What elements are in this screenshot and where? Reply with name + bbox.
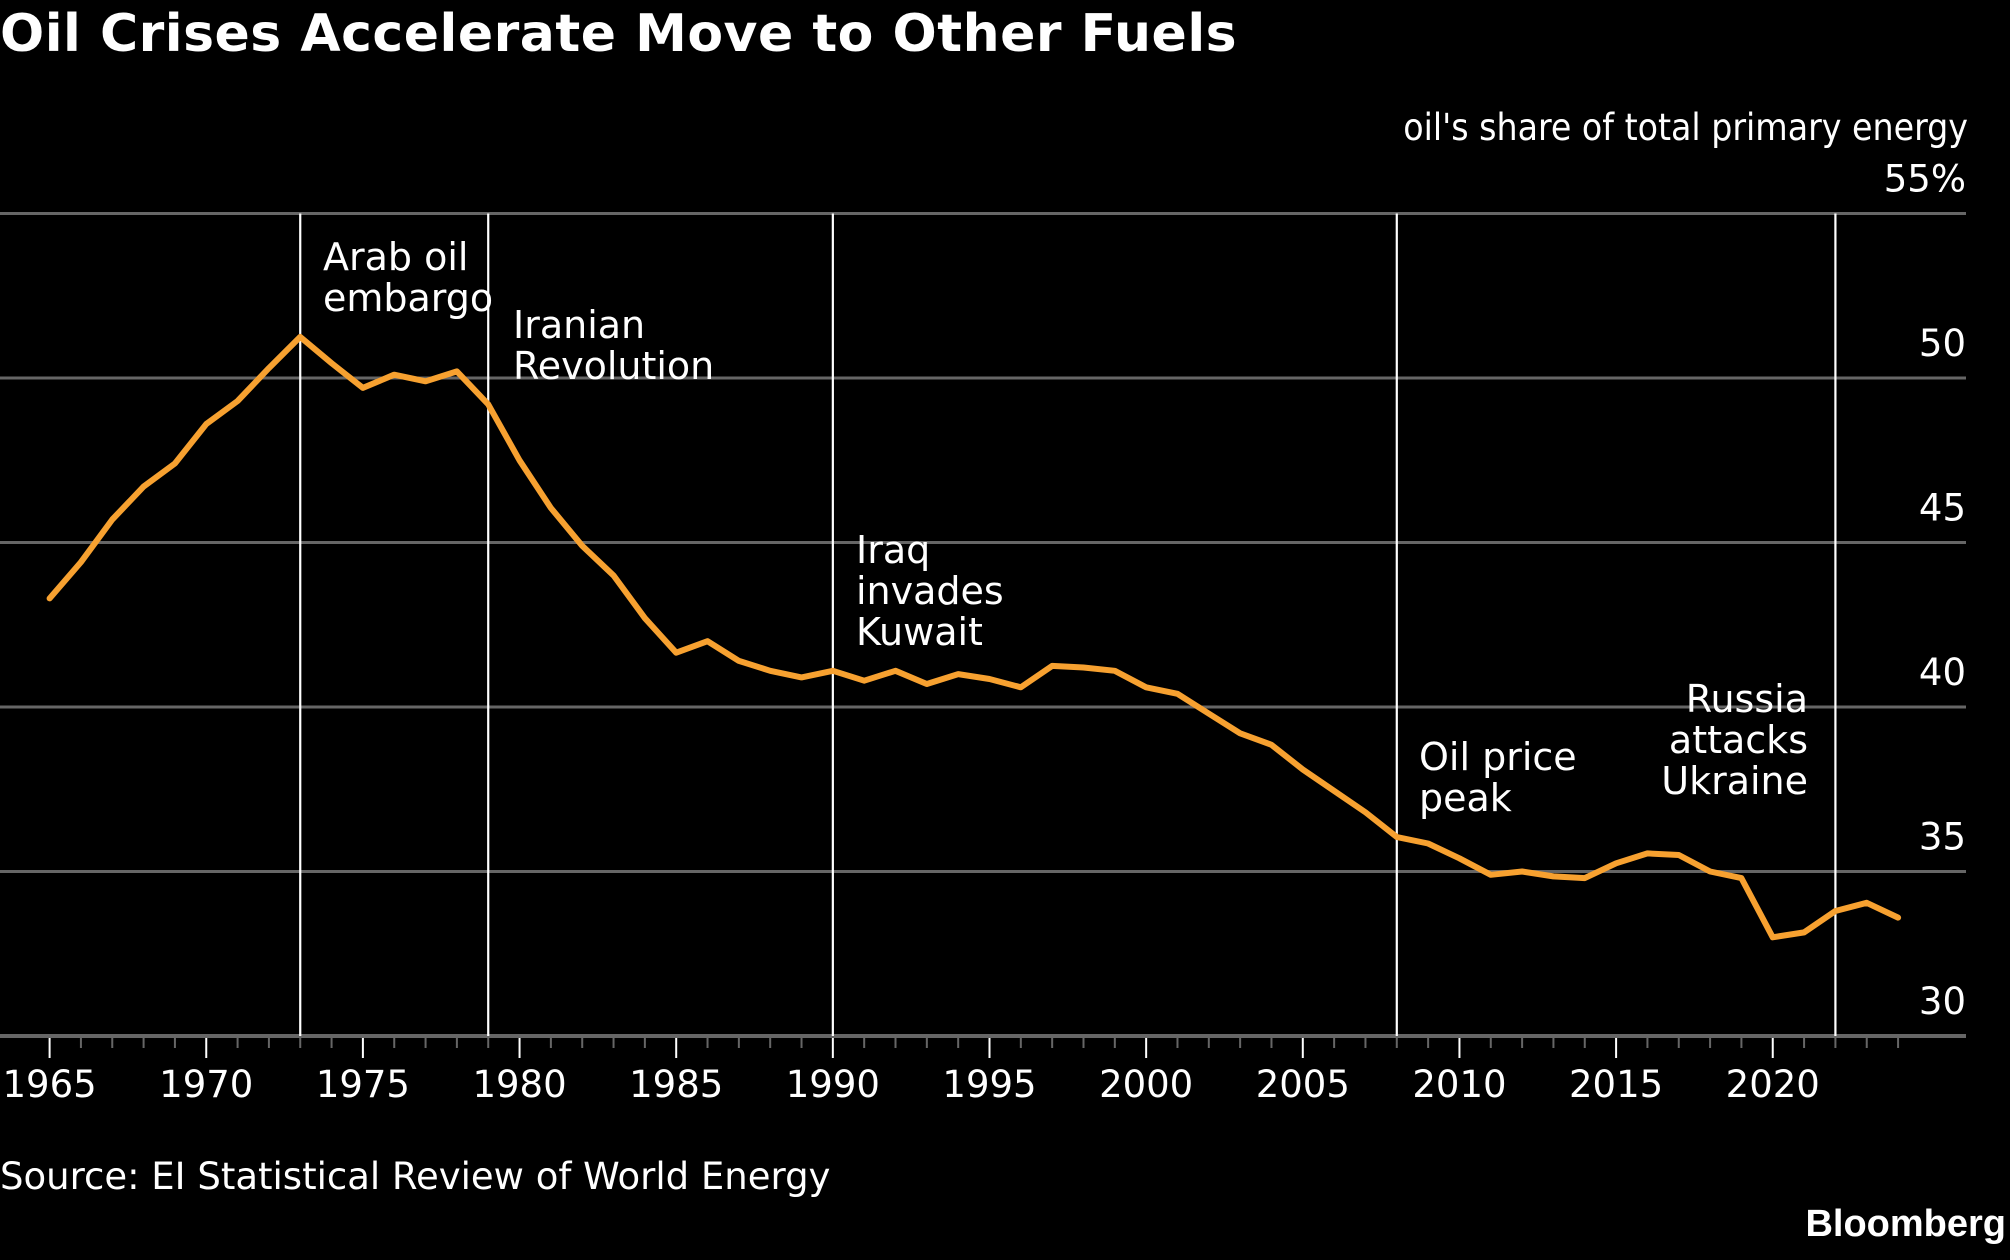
annotation-label: Ukraine — [1661, 759, 1808, 803]
annotation-label: Arab oil — [323, 235, 468, 279]
annotation-label: Oil price — [1419, 735, 1577, 779]
y-tick-label: 55% — [1884, 158, 1966, 201]
y-tick-label: 30 — [1919, 980, 1966, 1023]
annotation-label: peak — [1419, 776, 1512, 820]
annotation-label: Iraq — [856, 528, 930, 572]
chart-title: Oil Crises Accelerate Move to Other Fuel… — [0, 4, 1238, 64]
x-tick-label: 2015 — [1569, 1063, 1663, 1106]
x-tick-label: 2020 — [1726, 1063, 1820, 1106]
y-axis-label: oil's share of total primary energy — [1403, 106, 1968, 149]
x-tick-label: 1970 — [159, 1063, 253, 1106]
annotation-label: Iranian — [513, 303, 645, 347]
annotation-label: attacks — [1669, 718, 1808, 762]
annotation-label: Russia — [1686, 677, 1808, 721]
x-tick-label: 1980 — [472, 1063, 566, 1106]
x-tick-label: 1975 — [316, 1063, 410, 1106]
x-tick-label: 1995 — [942, 1063, 1036, 1106]
x-tick-label: 1985 — [629, 1063, 723, 1106]
y-tick-label: 50 — [1919, 322, 1966, 365]
series-line — [46, 333, 1902, 941]
gridlines — [0, 212, 1966, 1038]
y-tick-label: 40 — [1919, 651, 1966, 694]
x-tick-label: 2005 — [1256, 1063, 1350, 1106]
source-note: Source: EI Statistical Review of World E… — [0, 1155, 831, 1198]
x-tick-label: 2010 — [1412, 1063, 1506, 1106]
bloomberg-logo: Bloomberg — [1805, 1203, 2006, 1245]
annotation-label: embargo — [323, 276, 493, 320]
y-tick-label: 45 — [1919, 487, 1966, 530]
x-axis: 1965 1970 1975 1980 1985 1990 1995 2000 2005 2010… — [3, 1038, 1900, 1106]
x-tick-label: 1990 — [786, 1063, 880, 1106]
y-tick-labels: 30 35 40 45 50 55% — [1884, 158, 1966, 1024]
x-tick-label: 1965 — [3, 1063, 97, 1106]
annotation-label: Kuwait — [856, 610, 983, 654]
x-tick-label: 2000 — [1099, 1063, 1193, 1106]
series-group — [46, 333, 1902, 941]
event-lines — [299, 213, 1837, 1036]
y-tick-label: 35 — [1919, 816, 1966, 859]
annotation-label: Revolution — [513, 344, 714, 388]
annotation-label: invades — [856, 569, 1004, 613]
